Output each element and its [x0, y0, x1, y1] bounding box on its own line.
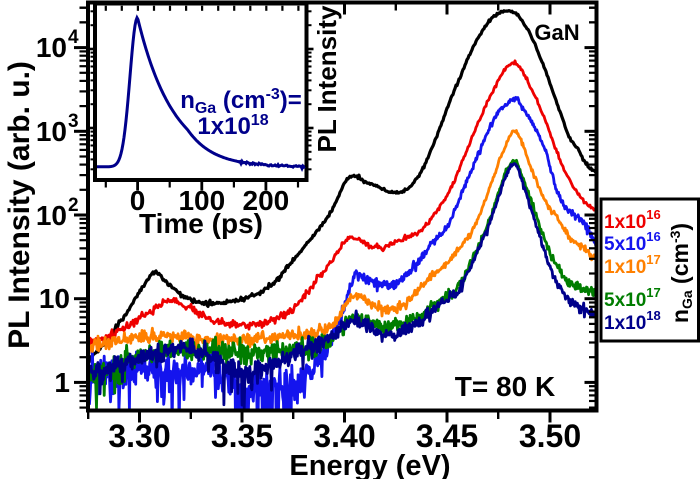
svg-text:4: 4	[68, 27, 79, 48]
svg-text:1x1016: 1x1016	[604, 207, 661, 233]
svg-text:100: 100	[178, 185, 225, 216]
svg-text:10: 10	[39, 283, 70, 314]
svg-text:1x1018: 1x1018	[604, 308, 661, 334]
svg-text:PL Intensity: PL Intensity	[312, 5, 342, 152]
svg-text:GaN: GaN	[534, 20, 579, 45]
svg-text:PL Intensity (arb. u.): PL Intensity (arb. u.)	[3, 61, 36, 349]
svg-text:10: 10	[36, 200, 67, 231]
svg-text:3.50: 3.50	[519, 418, 581, 454]
svg-text:10: 10	[36, 116, 67, 147]
svg-text:3.35: 3.35	[211, 418, 273, 454]
svg-text:nGa (cm-3): nGa (cm-3)	[667, 223, 695, 323]
svg-text:3: 3	[68, 111, 79, 132]
svg-text:1: 1	[54, 367, 70, 398]
svg-text:2: 2	[68, 195, 79, 216]
svg-text:10: 10	[36, 32, 67, 63]
svg-text:nGa (cm-3)=: nGa (cm-3)=	[180, 86, 302, 117]
svg-text:3.40: 3.40	[313, 418, 375, 454]
svg-text:0: 0	[130, 185, 146, 216]
svg-text:3.30: 3.30	[108, 418, 170, 454]
svg-text:200: 200	[243, 185, 290, 216]
svg-text:Time (ps): Time (ps)	[139, 208, 263, 239]
svg-text:3.45: 3.45	[416, 418, 478, 454]
svg-text:T= 80 K: T= 80 K	[455, 371, 555, 402]
svg-text:Energy (eV): Energy (eV)	[289, 450, 450, 479]
